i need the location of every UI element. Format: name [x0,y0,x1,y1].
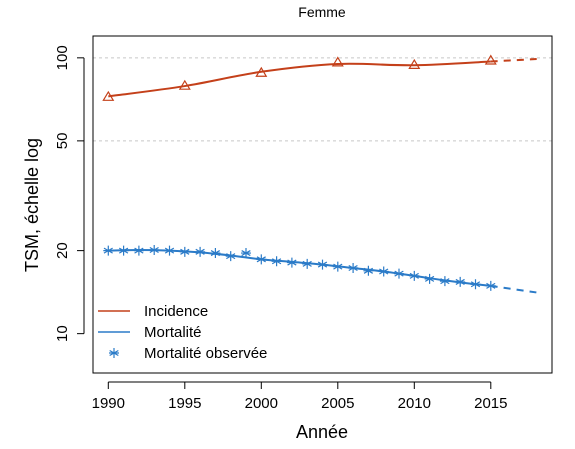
x-tick-label-1990: 1990 [92,395,125,412]
mortalite-observee-point-2001 [271,256,282,267]
plot-frame [92,35,553,374]
incidence-point-2005 [331,56,344,67]
mortalite-observee-point-2015 [485,280,496,291]
x-tick-label-2010: 2010 [398,395,431,412]
mortalite-observee-point-2006 [348,262,359,273]
mortalite-observee-point-2014 [470,279,481,290]
mortalite-observee-point-2010 [409,270,420,281]
legend-item-mortalite-label: Mortalité [144,324,202,341]
mortalite-observee-point-2004 [317,259,328,270]
y-axis: 10 20 50 100 [54,45,85,342]
y-tick-label-50: 50 [54,133,71,150]
incidence-point-1995 [178,79,191,90]
incidence-point-2015 [484,54,497,65]
legend: Incidence Mortalité Mortalité observée [98,303,267,362]
mortalite-observee-point-2007 [363,265,374,276]
x-tick-label-2005: 2005 [321,395,354,412]
mortalite-observee-point-1996 [195,246,206,257]
mortalite-observee-point-2012 [439,276,450,287]
grid-lines [93,57,552,142]
x-tick-label-1995: 1995 [168,395,201,412]
mortalite-observee-point-1991 [118,245,129,256]
mortalite-observee-point-1998 [225,251,236,262]
legend-item-mortalite-observee-label: Mortalité observée [144,345,267,362]
mortalite-observee-point-1999 [241,248,251,259]
incidence-projection-line [490,58,537,63]
x-axis: 1990 1995 2000 2005 2010 2015 [92,381,507,412]
y-tick-label-10: 10 [54,325,71,342]
x-axis-title: Année [296,422,348,442]
incidence-point-2010 [408,58,421,69]
legend-item-mortalite-observee-swatch [109,348,119,358]
markers-layer [102,54,497,291]
mortalite-observee-point-1993 [149,245,160,256]
incidence-point-1990 [102,90,115,101]
y-axis-title: TSM, échelle log [22,138,42,272]
mortalite-projection-line [490,284,537,294]
mortalite-observee-point-1994 [164,245,175,256]
mortalite-observee-point-1992 [133,245,144,256]
y-tick-label-100: 100 [54,45,71,70]
mortalite-observee-point-2002 [286,257,297,268]
mortalite-observee-point-1990 [103,245,114,256]
x-tick-label-2000: 2000 [245,395,278,412]
mortalite-observee-point-2009 [394,268,404,279]
y-tick-label-20: 20 [54,242,71,259]
mortalite-observee-point-2008 [378,266,389,277]
legend-item-incidence-label: Incidence [144,303,208,320]
incidence-point-2000 [255,66,268,77]
series-layer [108,58,537,294]
mortalite-observee-point-1997 [210,248,221,259]
mortalite-observee-point-2003 [302,258,313,269]
mortalite-observee-point-2013 [455,276,466,287]
x-tick-label-2015: 2015 [474,395,507,412]
mortalite-observee-point-2011 [424,273,435,284]
chart-title: Femme [298,4,346,20]
incidence-fitted-line [108,60,491,98]
mortalite-observee-point-2000 [256,254,267,265]
mortalite-observee-point-1995 [179,246,190,257]
mortalite-observee-point-2005 [332,261,343,272]
